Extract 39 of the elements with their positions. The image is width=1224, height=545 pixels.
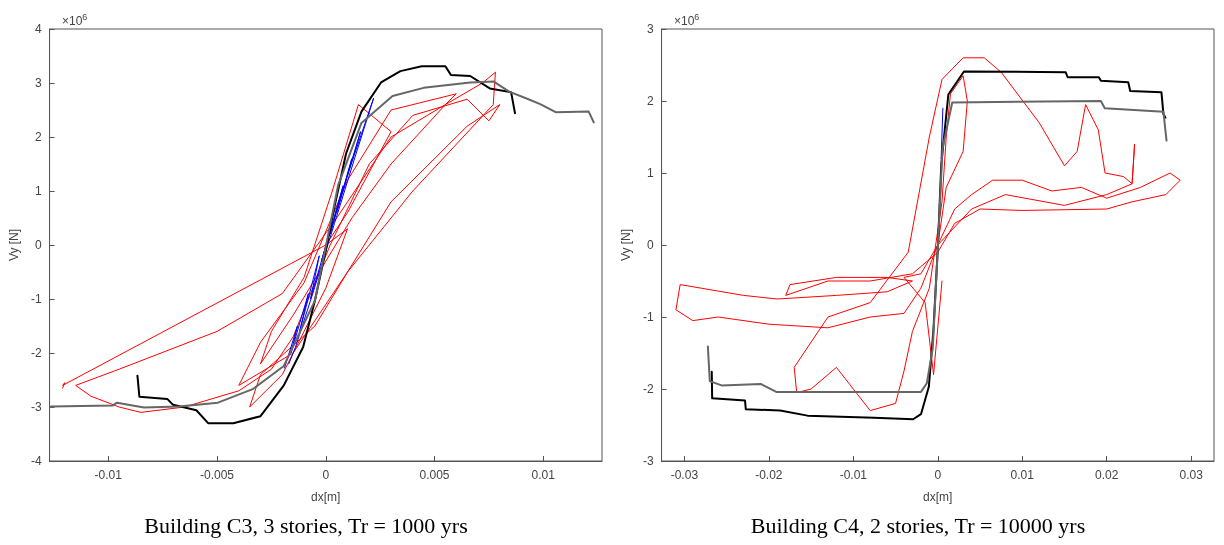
x-tick-label: 0.01 (1010, 468, 1035, 482)
x-tick-label: 0.02 (1095, 468, 1119, 482)
y-tick-label: 4 (34, 22, 42, 36)
x-tick-label: 0.01 (531, 468, 556, 482)
y-tick-label: -3 (642, 454, 654, 468)
x-axis-title: dx[m] (311, 490, 341, 504)
y-tick-label: 1 (646, 166, 654, 180)
x-tick-label: 0 (322, 468, 330, 482)
y-tick-label: -1 (642, 310, 654, 324)
y-tick-label: 1 (34, 184, 42, 198)
line-series (283, 97, 375, 369)
y-tick-label: -2 (642, 382, 654, 396)
x-tick-label: -0.02 (755, 468, 783, 482)
x-tick-label: -0.01 (94, 468, 123, 482)
y-tick-label: 3 (34, 76, 42, 90)
x-tick-label: -0.005 (200, 468, 235, 482)
x-tick-label: 0 (934, 468, 942, 482)
line-series (136, 65, 516, 425)
line-series (62, 71, 501, 413)
y-tick-label: 3 (646, 22, 654, 36)
y-axis-title: Vy [N] (619, 228, 633, 262)
x-tick-label: -0.01 (839, 468, 868, 482)
y-tick-label: -1 (30, 292, 42, 306)
y-axis-title: Vy [N] (7, 228, 21, 262)
text: Building C3, 3 stories, Tr = 1000 yrs (144, 512, 468, 538)
x-tick-label: 0.005 (419, 468, 450, 482)
x-tick-label: -0.03 (670, 468, 699, 482)
y-tick-label: -3 (30, 400, 42, 414)
y-tick-label: -2 (30, 346, 42, 360)
y-tick-label: 0 (34, 238, 42, 252)
line-series (706, 100, 1168, 393)
x-tick-label: 0.03 (1179, 468, 1204, 482)
text: Building C4, 2 stories, Tr = 10000 yrs (750, 512, 1086, 538)
y-tick-label: 2 (34, 130, 42, 144)
x-axis-title: dx[m] (923, 490, 953, 504)
y-tick-label: -4 (30, 454, 42, 468)
line-series (49, 80, 595, 409)
y-tick-label: 2 (646, 94, 654, 108)
y-tick-label: 0 (646, 238, 654, 252)
